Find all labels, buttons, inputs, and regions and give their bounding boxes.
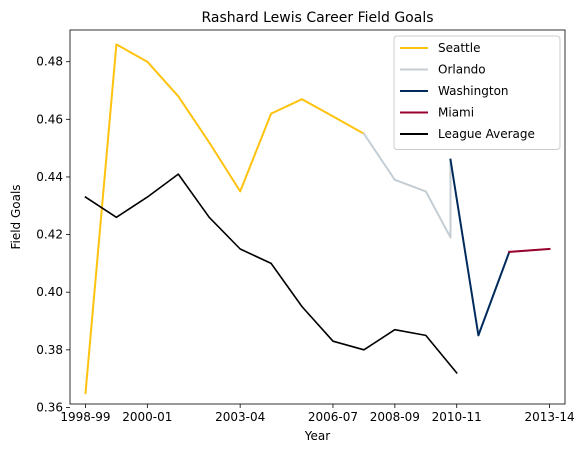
legend: Seattle Orlando Washington Miami League Aver…: [393, 35, 561, 150]
y-axis-title: Field Goals: [9, 184, 23, 249]
series-line-miami: [508, 247, 551, 253]
y-tick-label: 0.44: [36, 170, 63, 184]
x-tick-label: 2013-14: [524, 410, 574, 424]
plot-lines: [84, 43, 551, 395]
series-line-seattle: [84, 43, 366, 395]
series-line-league-average: [84, 173, 458, 375]
x-tick-label: 2006-07: [308, 410, 358, 424]
legend-label-orlando: Orlando: [438, 63, 486, 77]
y-tick-label: 0.36: [36, 400, 63, 414]
legend-label-league-average: League Average: [438, 127, 535, 141]
x-tick-label: 2003-04: [215, 410, 265, 424]
x-tick-label: 2010-11: [432, 410, 482, 424]
x-axis: 1998-99 2000-01 2003-04 2006-07 2008-09 2010-…: [60, 404, 575, 424]
y-tick-label: 0.46: [36, 112, 63, 126]
legend-label-miami: Miami: [438, 106, 474, 120]
chart-title: Rashard Lewis Career Field Goals: [201, 10, 433, 26]
y-tick-label: 0.40: [36, 285, 63, 299]
x-tick-label: 2000-01: [122, 410, 172, 424]
series-line-washington: [449, 158, 511, 337]
legend-label-seattle: Seattle: [438, 41, 480, 55]
y-axis: 0.36 0.38 0.40 0.42 0.44 0.46 0.48: [36, 55, 70, 414]
series-line-orlando: [362, 132, 452, 239]
y-tick-label: 0.48: [36, 55, 63, 69]
y-tick-label: 0.38: [36, 343, 63, 357]
plot-frame: [69, 29, 566, 405]
legend-box: [393, 35, 561, 150]
x-tick-label: 1998-99: [60, 410, 110, 424]
y-tick-label: 0.42: [36, 228, 63, 242]
x-tick-label: 2008-09: [370, 410, 420, 424]
x-axis-title: Year: [304, 429, 330, 443]
legend-label-washington: Washington: [438, 84, 509, 98]
